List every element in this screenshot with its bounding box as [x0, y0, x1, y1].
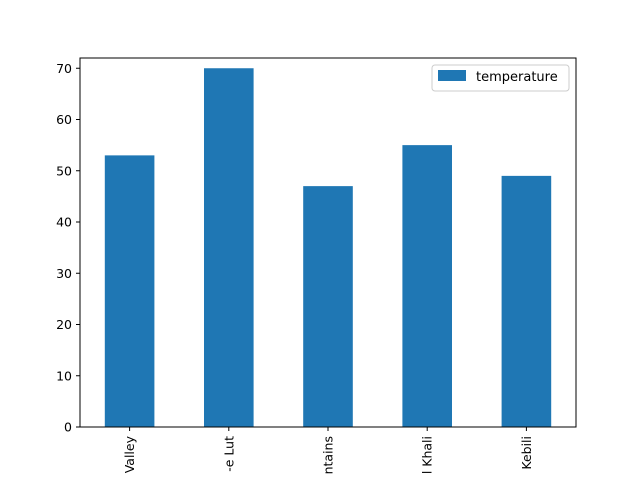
bar-0: [104, 155, 155, 427]
plot-frame: [79, 57, 577, 428]
legend: temperature: [431, 64, 570, 92]
x-tick-label-4: Kebili: [519, 436, 534, 470]
x-tick-label-3: l Khali: [420, 436, 435, 474]
bars-group: [104, 68, 552, 427]
y-tick-label-0: 0: [64, 420, 72, 435]
x-tick-label-1: -e Lut: [221, 436, 236, 472]
bar-1: [204, 68, 254, 427]
legend-swatch: [438, 70, 466, 81]
y-tick-label-6: 60: [56, 112, 72, 127]
x-axis: Valley -e Lut ntains l Khali Kebili: [122, 427, 534, 474]
y-tick-label-5: 50: [56, 163, 72, 178]
bar-3: [402, 145, 452, 427]
bar-2: [303, 186, 353, 427]
y-tick-label-2: 20: [56, 317, 72, 332]
legend-label: temperature: [476, 70, 558, 85]
bar-4: [501, 175, 552, 427]
y-tick-label-4: 40: [56, 215, 72, 230]
x-tick-label-0: Valley: [122, 435, 137, 473]
y-tick-label-3: 30: [56, 266, 72, 281]
y-tick-label-7: 70: [56, 61, 72, 76]
y-axis: 0 10 20 30 40 50 60 70: [56, 61, 80, 435]
x-tick-label-2: ntains: [321, 436, 336, 474]
y-tick-label-1: 10: [56, 368, 72, 383]
legend-box: [431, 64, 570, 92]
